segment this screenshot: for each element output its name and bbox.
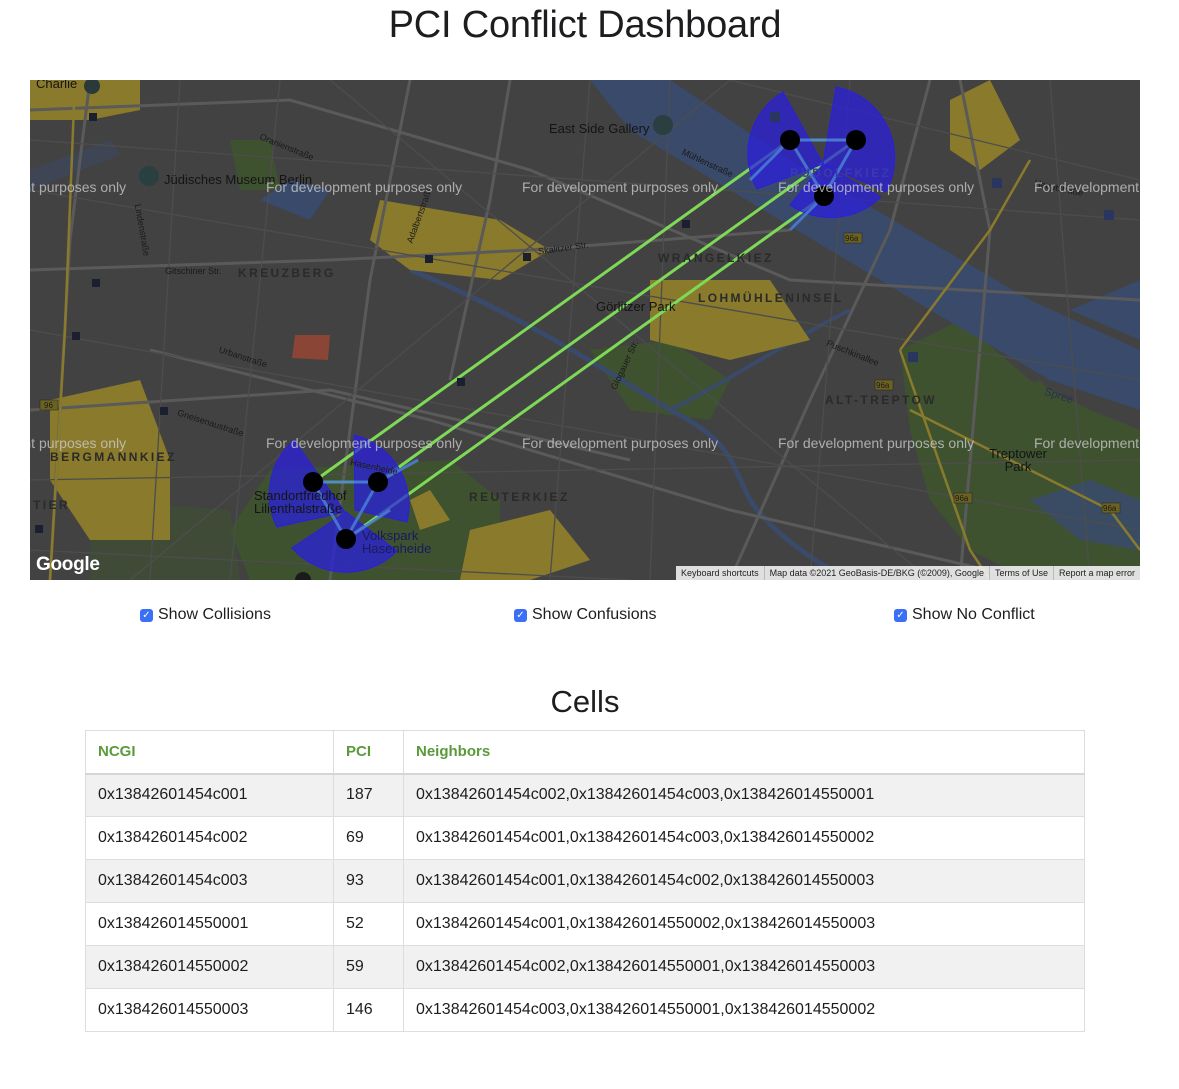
cell-ncgi: 0x13842601454c002 <box>85 816 334 860</box>
map-label-kreuzberg: KREUZBERG <box>238 266 336 280</box>
cell-neighbors: 0x13842601454c001,0x13842601454c003,0x13… <box>403 816 1085 860</box>
map-label-volkspark: Volkspark Hasenheide <box>362 528 432 556</box>
map-label-lohmuehleninsel: LOHMÜHLENINSEL <box>698 291 844 305</box>
map-label-east-side-gallery: East Side Gallery <box>549 121 650 136</box>
svg-text:96a: 96a <box>1103 504 1117 513</box>
column-header-ncgi[interactable]: NCGI <box>85 730 334 775</box>
table-row: 0x13842601454c001 187 0x13842601454c002,… <box>85 773 1085 817</box>
map-label-wrangelkiez: WRANGELKIEZ <box>658 251 774 265</box>
dev-watermark: For development purposes only <box>30 179 127 195</box>
map-view[interactable]: 96 96a 96a 96a 96a Charlie Jüdisches Mus… <box>30 80 1140 580</box>
dev-watermark: For development purposes only <box>1034 435 1140 451</box>
svg-text:96a: 96a <box>955 494 969 503</box>
column-header-neighbors[interactable]: Neighbors <box>403 730 1085 775</box>
dev-watermark: For development purposes only <box>778 435 975 451</box>
cells-section-title: Cells <box>550 684 620 719</box>
show-confusions-label: Show Confusions <box>532 606 657 623</box>
map-label-goerlitzer-park: Görlitzer Park <box>596 299 676 314</box>
table-row: 0x13842601454c002 69 0x13842601454c001,0… <box>85 816 1085 860</box>
show-collisions-toggle[interactable]: ✓ Show Collisions <box>140 606 271 624</box>
cell-ncgi: 0x13842601454c001 <box>85 773 334 817</box>
show-collisions-label: Show Collisions <box>158 606 271 623</box>
map-label-juedisches-museum: Jüdisches Museum Berlin <box>164 172 313 187</box>
dev-watermark: For development purposes only <box>266 179 463 195</box>
map-label-charlie: Charlie <box>36 80 78 91</box>
cell-pci: 93 <box>333 859 404 903</box>
dev-watermark: For development purposes only <box>266 435 463 451</box>
map-base-tiles[interactable]: 96 96a 96a 96a 96a <box>30 80 1140 580</box>
cell-neighbors: 0x13842601454c001,0x138426014550002,0x13… <box>403 902 1085 946</box>
google-logo[interactable]: Google <box>36 554 100 575</box>
dev-watermark: For development purposes only <box>778 179 975 195</box>
terms-of-use-link[interactable]: Terms of Use <box>988 566 1053 580</box>
svg-text:96: 96 <box>44 401 53 410</box>
page-title: PCI Conflict Dashboard <box>388 4 782 46</box>
map-label-alt-treptow: ALT-TREPTOW <box>825 393 937 407</box>
cell-pci: 59 <box>333 945 404 989</box>
cell-ncgi: 0x138426014550001 <box>85 902 334 946</box>
show-confusions-toggle[interactable]: ✓ Show Confusions <box>514 606 657 624</box>
svg-text:96a: 96a <box>845 234 859 243</box>
keyboard-shortcuts-link[interactable]: Keyboard shortcuts <box>681 568 759 578</box>
map-label-reuterkiez: REUTERKIEZ <box>469 490 570 504</box>
map-label-tier: RTIER <box>30 498 70 512</box>
map-label-rudolfkiez: RUDOLFKIEZ <box>790 166 892 180</box>
checkbox-checked-icon[interactable]: ✓ <box>894 608 907 622</box>
map-label-bergmannkiez: BERGMANNKIEZ <box>50 450 177 464</box>
show-no-conflict-label: Show No Conflict <box>912 606 1035 623</box>
table-row: 0x138426014550003 146 0x13842601454c003,… <box>85 988 1085 1032</box>
show-no-conflict-toggle[interactable]: ✓ Show No Conflict <box>894 606 1035 624</box>
table-header-row: NCGI PCI Neighbors <box>85 730 1085 775</box>
checkbox-checked-icon[interactable]: ✓ <box>514 608 527 622</box>
svg-text:96a: 96a <box>876 381 890 390</box>
map-label-gitschiner: Gitschiner Str. <box>165 266 222 276</box>
dev-watermark: For development purposes only <box>1034 179 1140 195</box>
map-label-treptower-park: Treptower Park <box>988 446 1048 474</box>
checkbox-checked-icon[interactable]: ✓ <box>140 608 153 622</box>
map-attribution: Keyboard shortcuts Map data ©2021 GeoBas… <box>676 566 1140 580</box>
dev-watermark: For development purposes only <box>30 435 127 451</box>
table-row: 0x13842601454c003 93 0x13842601454c001,0… <box>85 859 1085 903</box>
table-row: 0x138426014550002 59 0x13842601454c002,0… <box>85 945 1085 989</box>
cell-neighbors: 0x13842601454c002,0x13842601454c003,0x13… <box>403 773 1085 817</box>
map-data-text: Map data ©2021 GeoBasis-DE/BKG (©2009), … <box>763 566 989 580</box>
dev-watermark: For development purposes only <box>522 179 719 195</box>
cell-pci: 69 <box>333 816 404 860</box>
cell-ncgi: 0x138426014550003 <box>85 988 334 1032</box>
dev-watermark: For development purposes only <box>522 435 719 451</box>
cell-ncgi: 0x13842601454c003 <box>85 859 334 903</box>
cell-neighbors: 0x13842601454c003,0x138426014550001,0x13… <box>403 988 1085 1032</box>
cell-neighbors: 0x13842601454c001,0x13842601454c002,0x13… <box>403 859 1085 903</box>
table-row: 0x138426014550001 52 0x13842601454c001,0… <box>85 902 1085 946</box>
map-label-standortfriedhof: Standortfriedhof Lilienthalstraße <box>254 488 347 516</box>
report-map-error-link[interactable]: Report a map error <box>1052 566 1140 580</box>
cell-pci: 187 <box>333 773 404 817</box>
cell-ncgi: 0x138426014550002 <box>85 945 334 989</box>
cell-pci: 146 <box>333 988 404 1032</box>
conflict-toggles: ✓ Show Collisions ✓ Show Confusions ✓ Sh… <box>0 606 1179 628</box>
column-header-pci[interactable]: PCI <box>333 730 404 775</box>
cell-pci: 52 <box>333 902 404 946</box>
cells-table: NCGI PCI Neighbors 0x13842601454c001 187… <box>85 730 1085 1032</box>
cell-neighbors: 0x13842601454c002,0x138426014550001,0x13… <box>403 945 1085 989</box>
